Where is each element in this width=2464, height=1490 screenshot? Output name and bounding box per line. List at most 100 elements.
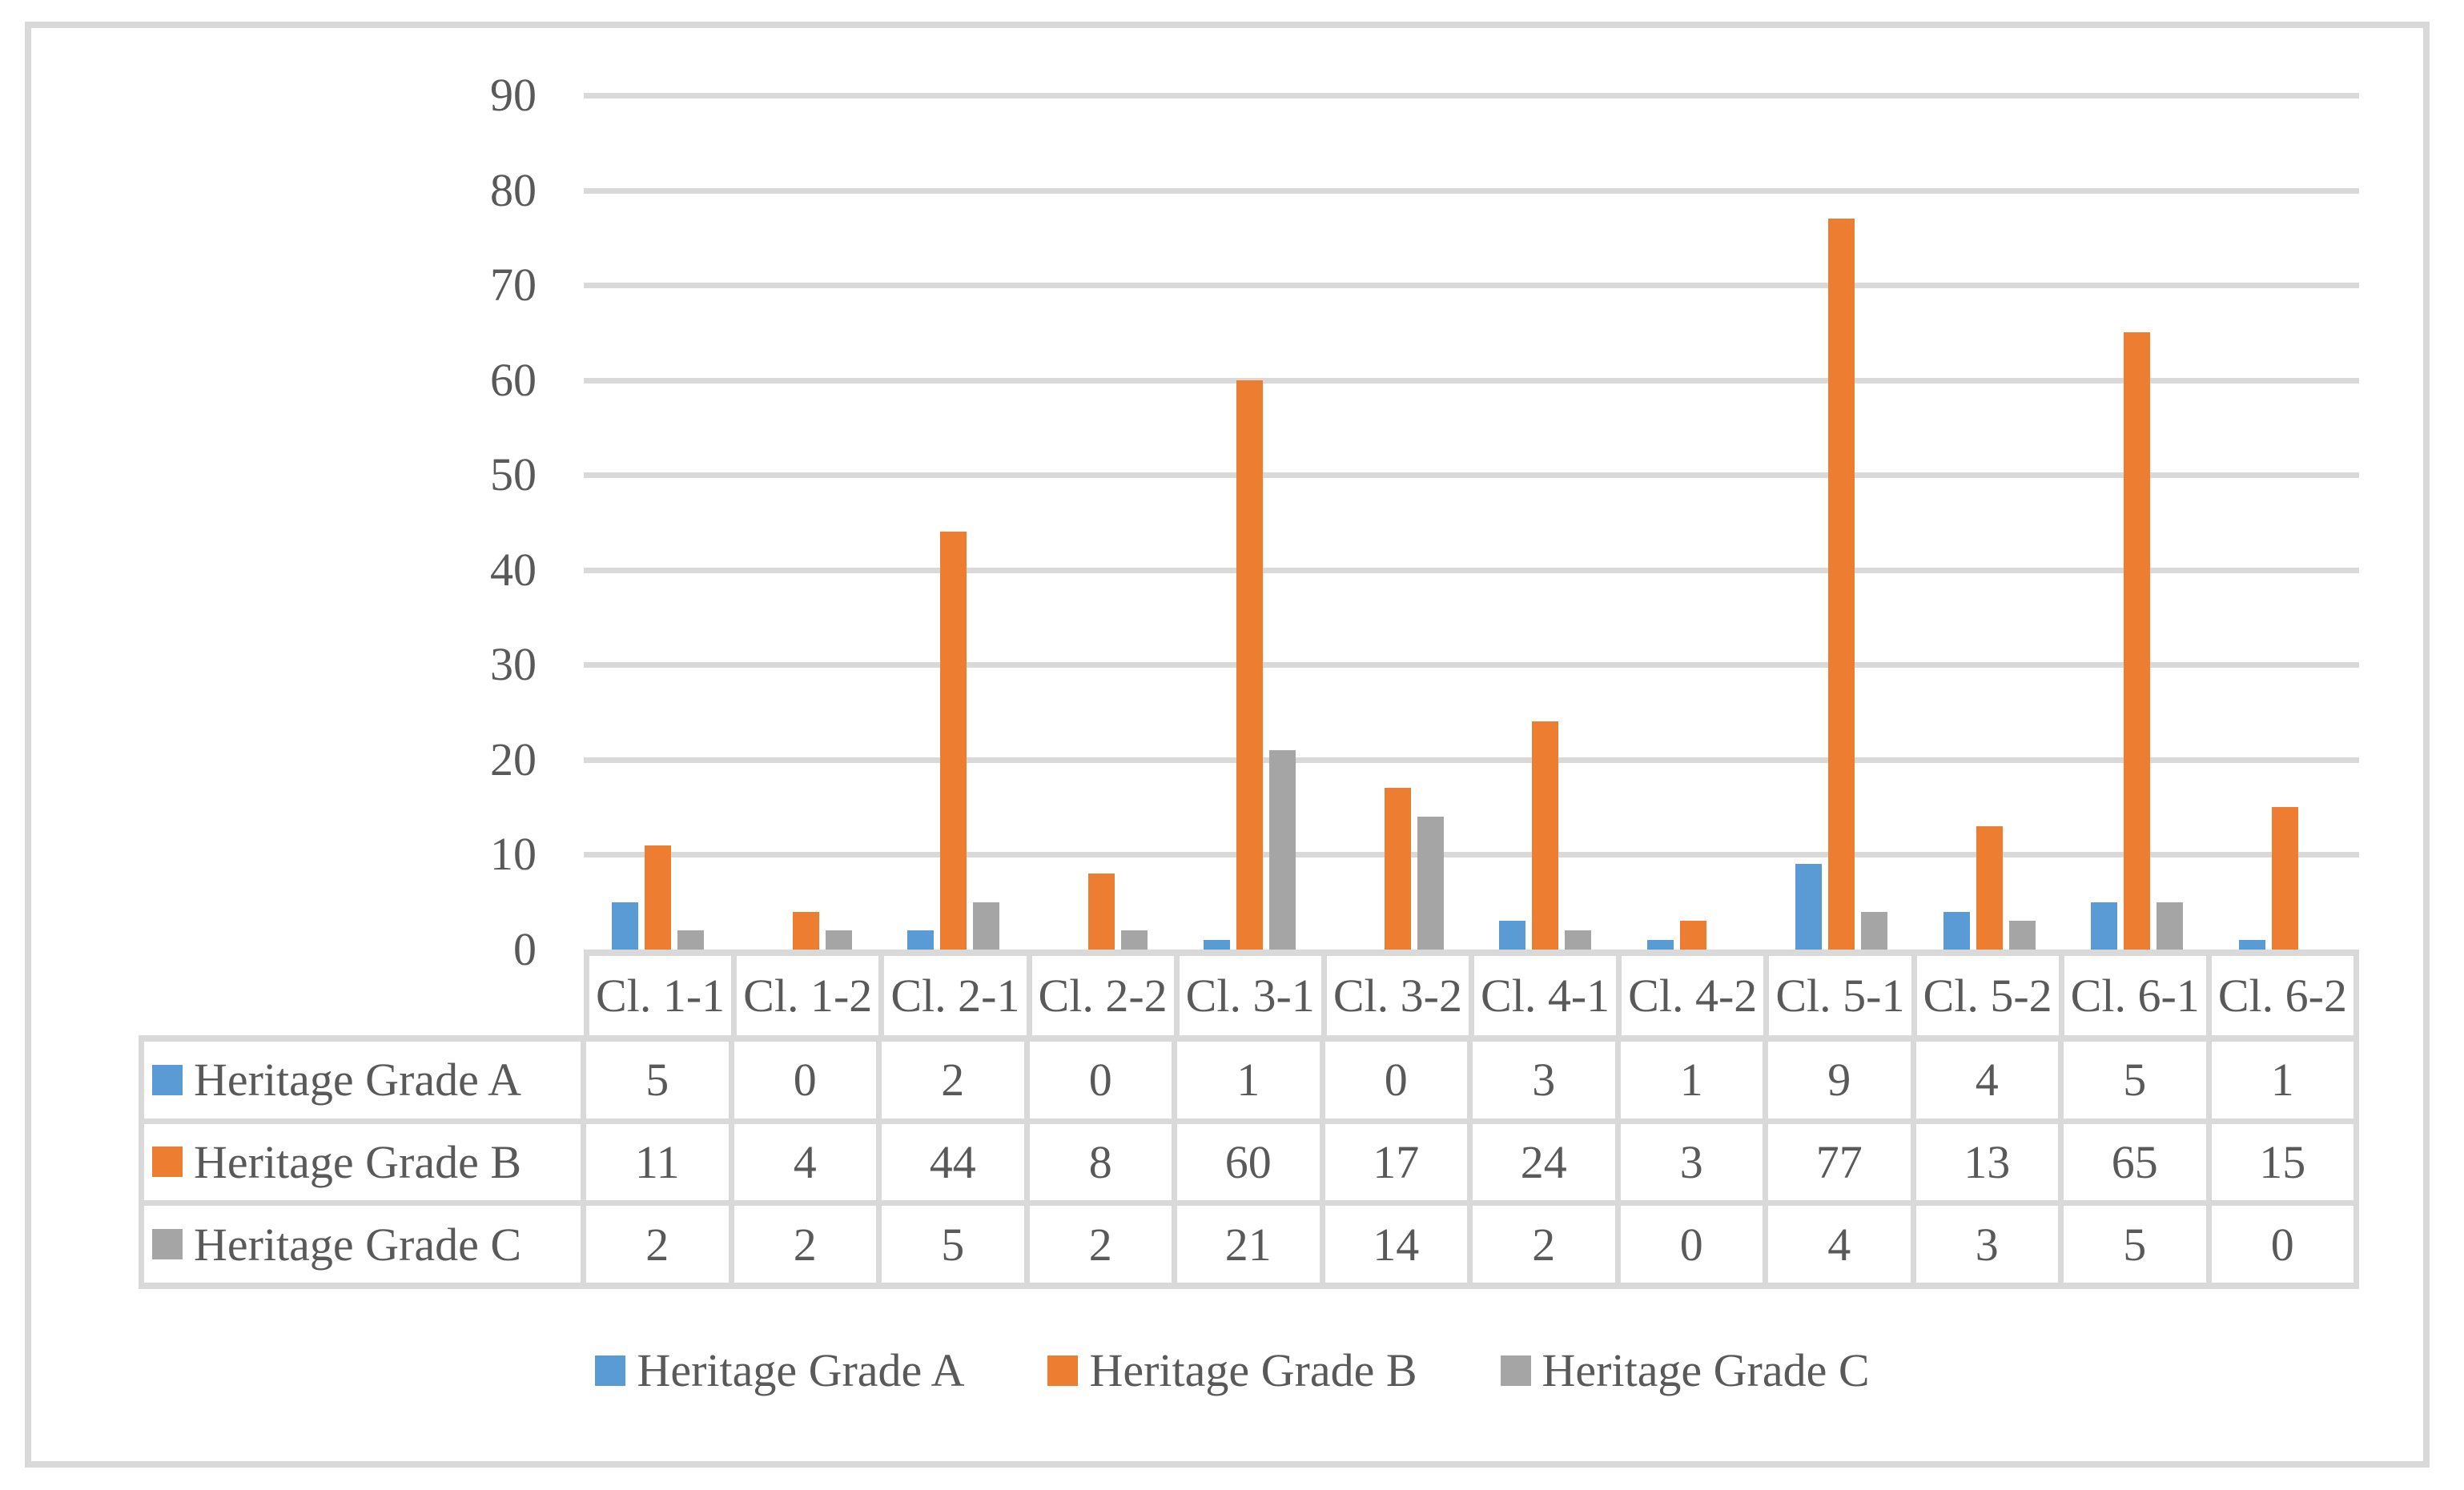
category-header-cell: Cl. 5-1 [1769, 956, 1911, 1035]
y-tick-label: 40 [490, 543, 537, 596]
bar-group [584, 95, 732, 950]
gridline [584, 187, 2359, 194]
category-header-cell: Cl. 2-2 [1031, 956, 1174, 1035]
series-label-cell: Heritage Grade B [144, 1123, 581, 1201]
value-cell: 4 [1768, 1206, 1911, 1283]
legend-swatch [1500, 1355, 1531, 1386]
bar-heritage-grade-c [2157, 902, 2184, 950]
chart-legend: Heritage Grade A Heritage Grade B Heritage… [31, 1339, 2434, 1403]
value-cell: 15 [2211, 1123, 2353, 1201]
value-cell: 0 [1620, 1206, 1763, 1283]
bar-heritage-grade-b [1384, 788, 1411, 950]
bar-heritage-grade-a [2239, 940, 2266, 950]
gridline [584, 852, 2359, 858]
value-cell: 8 [1029, 1123, 1172, 1201]
value-cell: 77 [1768, 1123, 1911, 1201]
value-cell: 13 [1915, 1123, 2058, 1201]
value-cell: 3 [1473, 1042, 1615, 1119]
bar-heritage-grade-a [1499, 921, 1526, 950]
y-tick-label: 70 [490, 259, 537, 311]
series-label-cell: Heritage Grade C [144, 1206, 581, 1283]
legend-item: Heritage Grade B [1047, 1339, 1417, 1403]
bar-heritage-grade-b [1236, 380, 1263, 950]
bar-heritage-grade-b [940, 532, 967, 950]
gridline [584, 662, 2359, 669]
bar-heritage-grade-a [1795, 864, 1822, 950]
value-cell: 60 [1177, 1123, 1320, 1201]
bar-group [1619, 95, 1767, 950]
legend-item: Heritage Grade C [1500, 1339, 1870, 1403]
category-header-cell: Cl. 5-2 [1916, 956, 2059, 1035]
value-cell: 0 [1029, 1042, 1172, 1119]
value-cell: 24 [1473, 1123, 1615, 1201]
bar-heritage-grade-c [973, 902, 1000, 950]
value-cell: 1 [1177, 1042, 1320, 1119]
bar-group [732, 95, 880, 950]
bar-group [1915, 95, 2064, 950]
value-cell: 0 [2211, 1206, 2353, 1283]
bar-heritage-grade-b [644, 845, 671, 950]
value-cell: 17 [1324, 1123, 1467, 1201]
value-cell: 9 [1768, 1042, 1911, 1119]
bars-layer [584, 95, 2359, 950]
value-cell: 0 [1324, 1042, 1467, 1119]
value-cell: 11 [586, 1123, 729, 1201]
bar-group [880, 95, 1028, 950]
bar-heritage-grade-b [2124, 332, 2151, 950]
bar-heritage-grade-c [825, 930, 852, 950]
gridline [584, 472, 2359, 479]
bar-heritage-grade-c [1860, 911, 1887, 950]
bar-group [1472, 95, 1620, 950]
legend-label: Heritage Grade B [1089, 1344, 1417, 1396]
bar-group [2211, 95, 2359, 950]
bar-group [1027, 95, 1176, 950]
category-header-cell: Cl. 4-1 [1474, 956, 1617, 1035]
legend-swatch [595, 1355, 626, 1386]
value-cell: 2 [734, 1206, 876, 1283]
bar-heritage-grade-b [2272, 807, 2299, 950]
y-axis: 0 10 20 30 40 50 60 70 80 90 [304, 69, 537, 992]
y-tick-label: 10 [490, 828, 537, 881]
value-cell: 44 [882, 1123, 1024, 1201]
data-table-body: Heritage Grade A 5 0 2 0 1 0 3 1 9 4 5 1 Heritage Gra… [139, 1035, 2359, 1289]
value-cell: 2 [1029, 1206, 1172, 1283]
value-cell: 4 [734, 1123, 876, 1201]
bar-heritage-grade-c [1565, 930, 1592, 950]
bar-group [2064, 95, 2212, 950]
series-label: Heritage Grade A [194, 1054, 522, 1106]
gridline [584, 377, 2359, 384]
bar-heritage-grade-b [1827, 219, 1855, 950]
bar-heritage-grade-b [1976, 825, 2003, 950]
value-cell: 21 [1177, 1206, 1320, 1283]
y-tick-label: 60 [490, 353, 537, 406]
legend-key-swatch [152, 1147, 183, 1178]
gridline [584, 757, 2359, 763]
gridline [584, 283, 2359, 289]
value-cell: 2 [586, 1206, 729, 1283]
category-header-cell: Cl. 6-1 [2064, 956, 2206, 1035]
value-cell: 2 [1473, 1206, 1615, 1283]
series-label: Heritage Grade C [194, 1218, 522, 1271]
bar-heritage-grade-b [1532, 721, 1559, 950]
y-tick-label: 20 [490, 733, 537, 785]
bar-heritage-grade-c [2008, 921, 2036, 950]
y-tick-label: 80 [490, 163, 537, 216]
bar-group [1176, 95, 1324, 950]
gridline [584, 567, 2359, 573]
legend-swatch [1047, 1355, 1079, 1386]
category-header-cell: Cl. 1-2 [737, 956, 879, 1035]
value-cell: 5 [2064, 1206, 2206, 1283]
value-cell: 1 [2211, 1042, 2353, 1119]
category-header-cell: Cl. 1-1 [589, 956, 732, 1035]
bar-heritage-grade-a [2091, 902, 2118, 950]
value-cell: 5 [882, 1206, 1024, 1283]
value-cell: 14 [1324, 1206, 1467, 1283]
value-cell: 1 [1620, 1042, 1763, 1119]
bar-heritage-grade-c [677, 930, 704, 950]
value-cell: 5 [2064, 1042, 2206, 1119]
y-tick-label: 0 [513, 923, 537, 975]
legend-label: Heritage Grade C [1542, 1344, 1870, 1396]
bar-heritage-grade-b [1088, 874, 1115, 950]
bar-heritage-grade-b [792, 911, 819, 950]
bar-group [1767, 95, 1915, 950]
